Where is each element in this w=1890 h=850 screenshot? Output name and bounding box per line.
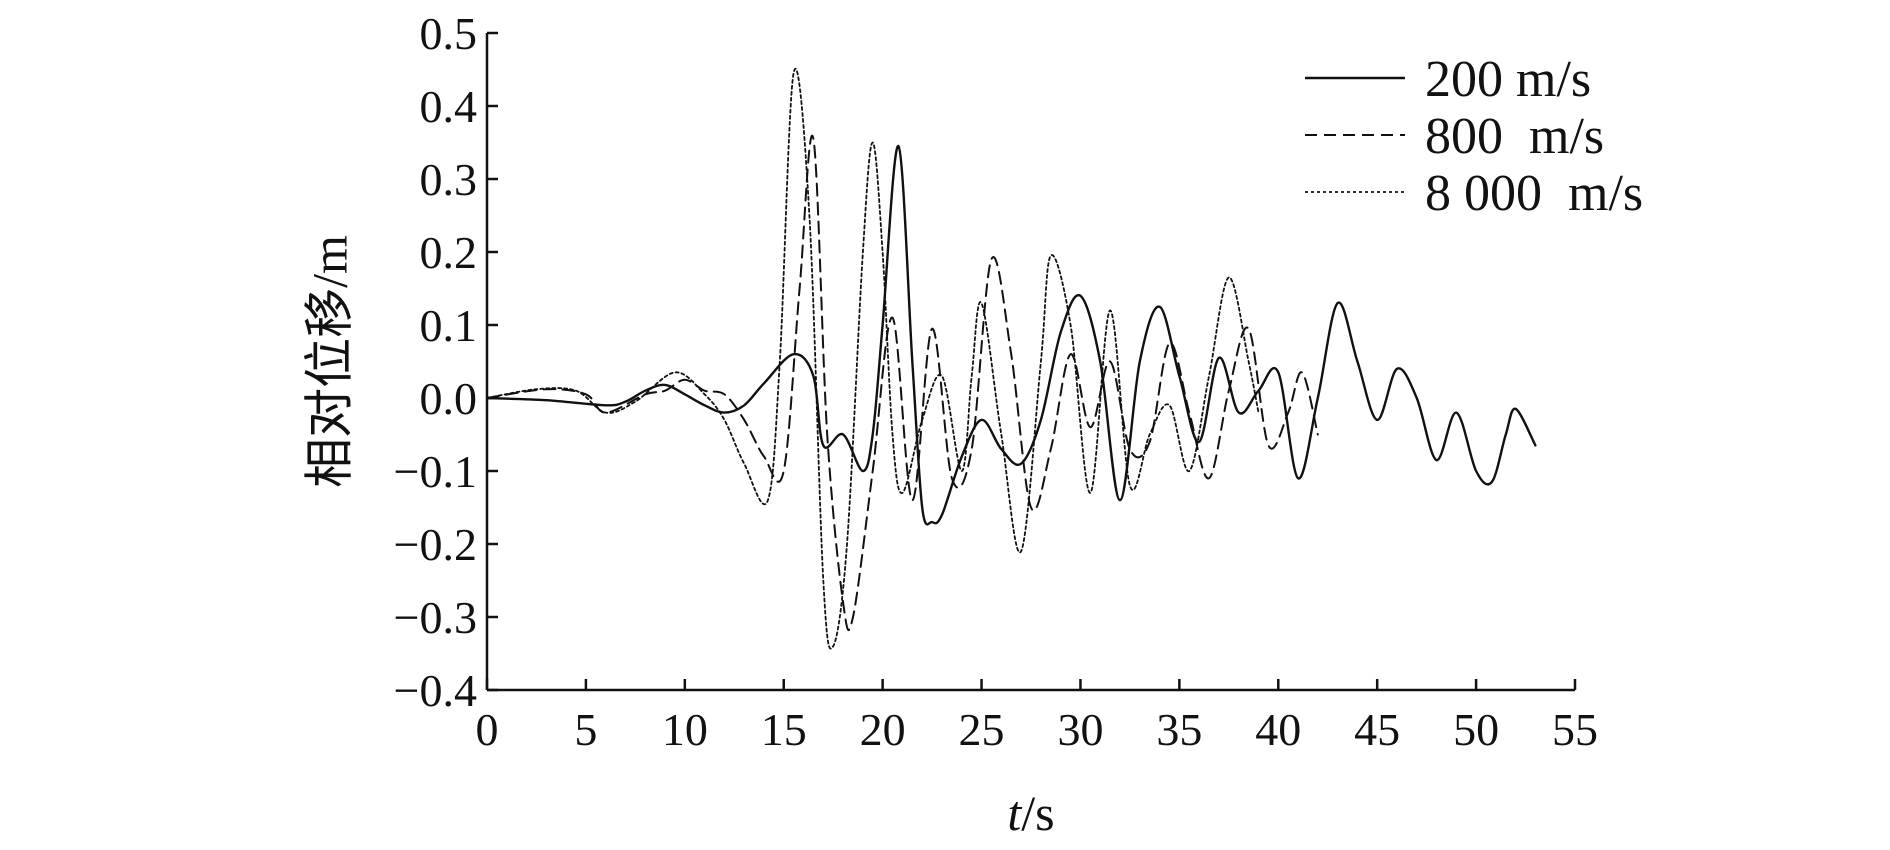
legend-label-2: 800 m/s xyxy=(1425,108,1604,165)
x-tick-label: 50 xyxy=(1453,704,1499,755)
y-tick-label: 0.2 xyxy=(420,227,478,278)
x-axis-title-unit: /s xyxy=(1021,785,1054,841)
legend-label-3: 8 000 m/s xyxy=(1425,165,1643,222)
y-tick-label: −0.1 xyxy=(394,446,477,497)
x-tick-label: 15 xyxy=(761,704,807,755)
plot-area: −0.4 −0.3 −0.2 −0.1 0.0 0.1 0.2 0.3 0.4 0.5 0 5 10 1… xyxy=(394,8,1598,755)
y-tick-label: −0.4 xyxy=(394,665,477,716)
legend-label-1: 200 m/s xyxy=(1425,51,1591,108)
series-layer xyxy=(485,67,1537,650)
x-tick-label: 20 xyxy=(860,704,906,755)
x-axis-title-variable: t xyxy=(1007,785,1022,841)
y-tick-label: 0.1 xyxy=(420,300,478,351)
y-ticks: −0.4 −0.3 −0.2 −0.1 0.0 0.1 0.2 0.3 0.4 0.5 xyxy=(394,8,498,716)
y-tick-label: 0.4 xyxy=(420,81,478,132)
y-tick-label: 0.3 xyxy=(420,154,478,205)
x-tick-label: 25 xyxy=(959,704,1005,755)
y-tick-label: −0.3 xyxy=(394,592,477,643)
x-tick-label: 45 xyxy=(1354,704,1400,755)
x-tick-label: 30 xyxy=(1057,704,1103,755)
x-tick-label: 5 xyxy=(574,704,597,755)
series-line-3 xyxy=(486,67,1260,650)
y-tick-label: 0.5 xyxy=(420,8,478,59)
series-line-2 xyxy=(486,134,1319,632)
series-line-1 xyxy=(485,144,1537,526)
x-tick-label: 10 xyxy=(662,704,708,755)
y-axis-title: 相对位移/m xyxy=(301,235,357,488)
x-tick-label: 35 xyxy=(1156,704,1202,755)
x-ticks: 0 5 10 15 20 25 30 35 40 45 50 55 xyxy=(476,679,1598,755)
x-tick-label: 0 xyxy=(476,704,499,755)
x-axis-title: t/s xyxy=(1007,785,1054,841)
y-tick-label: 0.0 xyxy=(420,373,478,424)
y-tick-label: −0.2 xyxy=(394,519,477,570)
x-tick-label: 55 xyxy=(1552,704,1598,755)
x-tick-label: 40 xyxy=(1255,704,1301,755)
